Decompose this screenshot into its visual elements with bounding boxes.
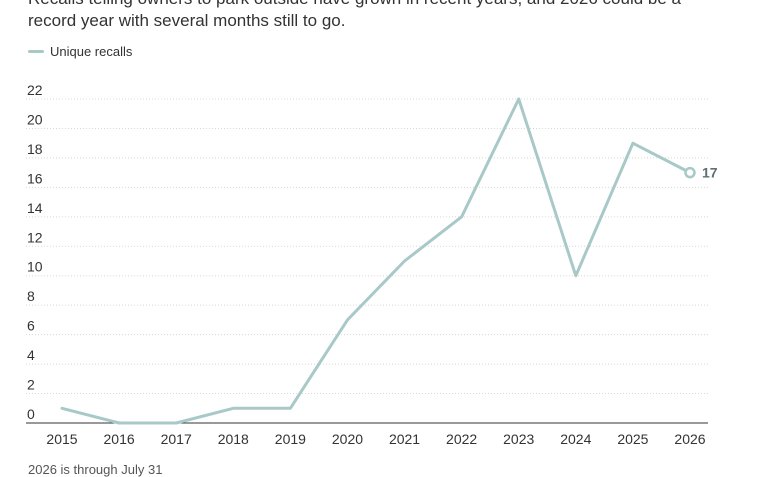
y-axis-ticks: 0 2 4 6 8 10 12 14 16 18 20 22 — [27, 82, 43, 422]
y-tick-label: 22 — [27, 82, 43, 98]
y-tick-label: 4 — [27, 347, 35, 363]
gridlines — [26, 98, 708, 424]
y-tick-label: 2 — [27, 377, 35, 393]
y-tick-label: 20 — [27, 111, 43, 127]
x-tick-label: 2018 — [218, 431, 249, 447]
y-tick-label: 8 — [27, 288, 35, 304]
y-tick-label: 6 — [27, 318, 35, 334]
legend-label: Unique recalls — [50, 44, 133, 59]
chart-subtitle: Recalls telling owners to park outside h… — [28, 0, 768, 32]
y-tick-label: 10 — [27, 259, 43, 275]
x-tick-label: 2023 — [503, 431, 534, 447]
x-tick-label: 2016 — [104, 431, 135, 447]
legend-swatch — [28, 50, 44, 53]
y-tick-label: 14 — [27, 200, 43, 216]
x-tick-label: 2022 — [446, 431, 477, 447]
x-tick-label: 2024 — [560, 431, 591, 447]
y-tick-label: 16 — [27, 170, 43, 186]
y-tick-label: 0 — [27, 406, 35, 422]
y-tick-label: 18 — [27, 141, 43, 157]
series-layer: 17 — [60, 97, 718, 425]
x-tick-label: 2021 — [389, 431, 420, 447]
subtitle-line-2: record year with several months still to… — [28, 11, 346, 30]
series-line — [60, 97, 692, 425]
end-value-label: 17 — [702, 165, 718, 181]
x-tick-label: 2017 — [161, 431, 192, 447]
x-tick-label: 2020 — [332, 431, 363, 447]
data-point — [684, 166, 696, 179]
legend: Unique recalls — [28, 44, 132, 59]
x-axis-ticks: 2015 2016 2017 2018 2019 2020 2021 2022 2023 2024… — [46, 431, 705, 447]
x-tick-label: 2019 — [275, 431, 306, 447]
x-tick-label: 2026 — [674, 431, 705, 447]
x-tick-label: 2015 — [46, 431, 77, 447]
subtitle-line-1: Recalls telling owners to park outside h… — [28, 0, 768, 10]
x-tick-label: 2025 — [617, 431, 648, 447]
y-tick-label: 12 — [27, 229, 43, 245]
